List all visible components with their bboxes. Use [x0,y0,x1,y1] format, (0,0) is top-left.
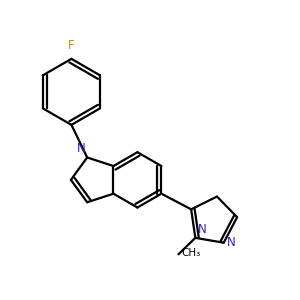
Text: N: N [77,142,86,155]
Text: N: N [227,236,236,249]
Text: N: N [198,223,207,236]
Text: F: F [68,39,75,52]
Text: CH₃: CH₃ [181,248,200,258]
